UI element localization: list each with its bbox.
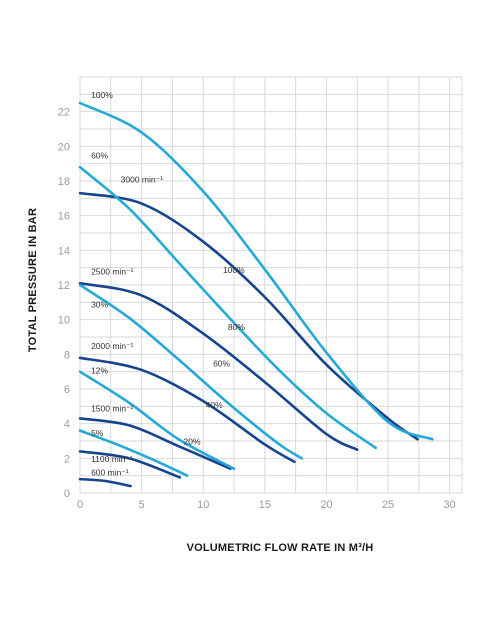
- y-tick-label: 20: [58, 141, 70, 153]
- curve-annotation: 5%: [91, 428, 104, 438]
- curve-annotation: 2000 min⁻¹: [91, 341, 133, 351]
- x-tick-label: 0: [77, 499, 83, 511]
- x-tick-label: 20: [320, 499, 332, 511]
- grid: [79, 76, 463, 494]
- speed-curve: [78, 191, 419, 441]
- load-curve: [78, 165, 378, 450]
- y-tick-label: 8: [64, 349, 70, 361]
- tick-labels: 0 5 10 15 20 25 30 0 2 4 6 8 10 12 14 16 18 20 22: [58, 107, 456, 511]
- y-tick-label: 18: [58, 176, 70, 188]
- y-tick-label: 16: [58, 211, 70, 223]
- curve-annotation: 40%: [206, 400, 223, 410]
- x-tick-label: 30: [444, 499, 456, 511]
- x-tick-label: 10: [197, 499, 209, 511]
- y-tick-label: 10: [58, 315, 70, 327]
- curve-annotations: 100% 60% 3000 min⁻¹ 100% 2500 min⁻¹ 30% 80% 200…: [91, 90, 245, 478]
- y-tick-label: 0: [64, 488, 70, 500]
- y-tick-label: 14: [58, 245, 70, 257]
- curve-annotation: 80%: [228, 322, 245, 332]
- curves: [78, 101, 434, 488]
- x-tick-label: 5: [139, 499, 145, 511]
- curve-annotation: 1100 min⁻¹: [91, 454, 133, 464]
- y-tick-label: 22: [58, 107, 70, 119]
- load-curve: [78, 101, 434, 441]
- y-tick-label: 2: [64, 453, 70, 465]
- speed-curve: [78, 281, 359, 451]
- speed-curve: [78, 356, 296, 464]
- load-curve: [78, 283, 304, 460]
- speed-curve: [78, 477, 132, 488]
- speed-curve: [78, 417, 232, 471]
- x-tick-label: 15: [259, 499, 271, 511]
- load-curve: [78, 429, 189, 477]
- curve-annotation: 60%: [91, 150, 108, 160]
- y-tick-label: 6: [64, 384, 70, 396]
- curve-annotation: 3000 min⁻¹: [121, 175, 163, 185]
- curve-annotation: 60%: [213, 358, 230, 368]
- speed-curve: [78, 450, 182, 479]
- y-axis-title: TOTAL PRESSURE IN BAR: [27, 208, 39, 352]
- curve-annotation: 1500 min⁻¹: [91, 404, 133, 414]
- curve-annotation: 100%: [223, 265, 245, 275]
- load-curve: [78, 370, 236, 471]
- y-tick-label: 12: [58, 280, 70, 292]
- x-axis-title: VOLUMETRIC FLOW RATE IN M³/H: [187, 542, 374, 554]
- curve-annotation: 100%: [91, 90, 113, 100]
- curve-annotation: 30%: [91, 300, 108, 310]
- y-tick-label: 4: [64, 419, 70, 431]
- curve-annotation: 2500 min⁻¹: [91, 267, 133, 277]
- x-tick-label: 25: [382, 499, 394, 511]
- curve-annotation: 20%: [184, 436, 201, 446]
- curve-annotation: 12%: [91, 365, 108, 375]
- curve-annotation: 600 min⁻¹: [91, 468, 129, 478]
